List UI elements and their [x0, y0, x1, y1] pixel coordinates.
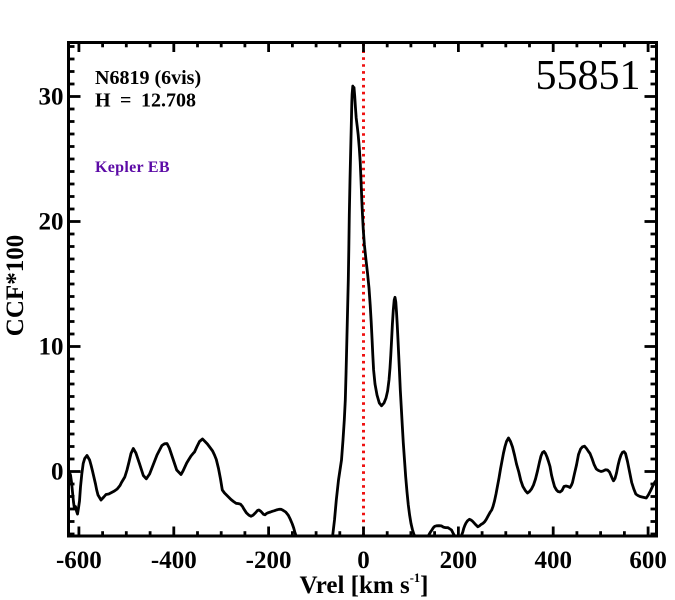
svg-text:600: 600	[629, 547, 667, 574]
svg-text:30: 30	[39, 84, 64, 111]
svg-text:CCF*100: CCF*100	[2, 235, 29, 336]
svg-text:0: 0	[357, 547, 370, 574]
svg-text:H = 12.708: H = 12.708	[95, 90, 196, 112]
svg-text:0: 0	[51, 459, 64, 486]
svg-text:10: 10	[39, 334, 64, 361]
svg-text:-200: -200	[246, 547, 292, 574]
svg-text:200: 200	[440, 547, 478, 574]
svg-text:Kepler EB: Kepler EB	[95, 159, 170, 176]
svg-text:400: 400	[534, 547, 572, 574]
svg-text:55851: 55851	[536, 53, 641, 99]
svg-text:Vrel [km s-1]: Vrel [km s-1]	[300, 571, 429, 599]
svg-text:-400: -400	[151, 547, 197, 574]
svg-text:-600: -600	[56, 547, 102, 574]
svg-text:N6819 (6vis): N6819 (6vis)	[95, 67, 201, 89]
svg-text:20: 20	[39, 209, 64, 236]
